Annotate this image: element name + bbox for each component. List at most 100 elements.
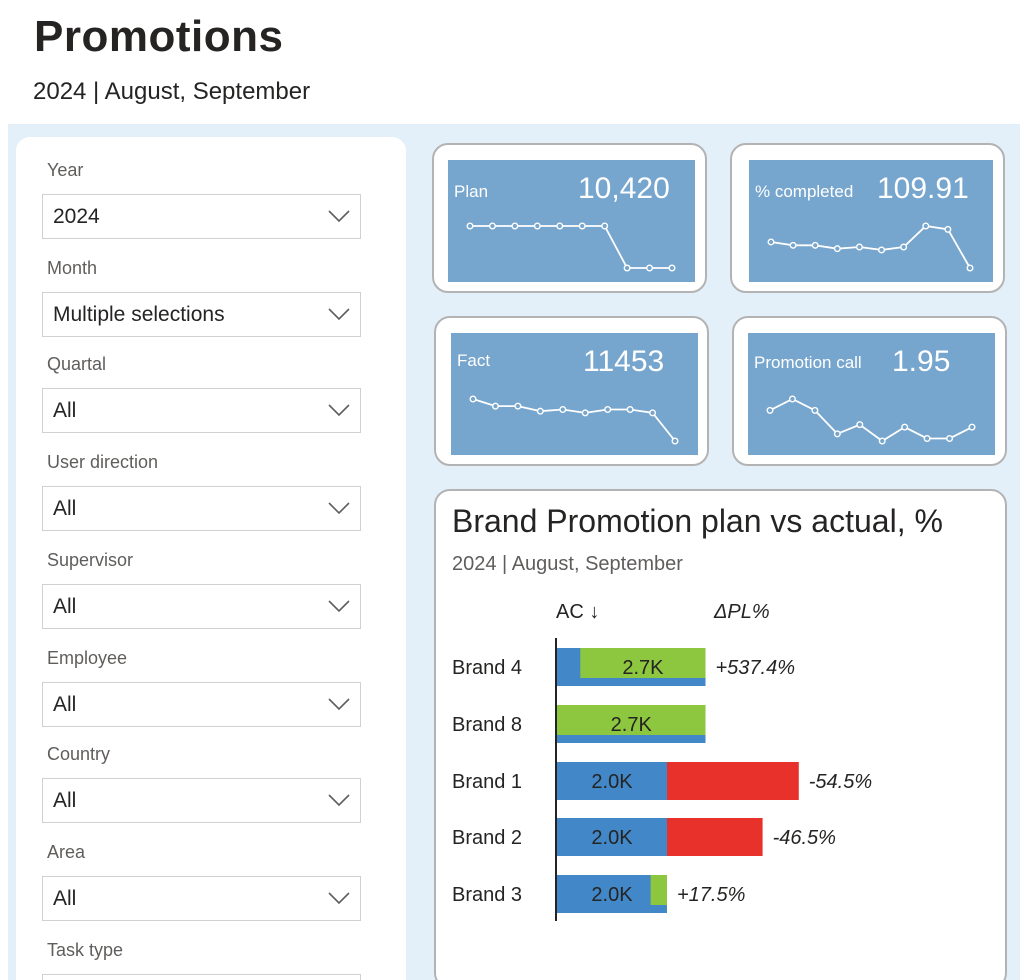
kpi-label: Plan xyxy=(454,182,489,201)
filter-dropdown-area[interactable]: All xyxy=(42,876,361,921)
kpi-card-completed[interactable]: % completed 109.91 xyxy=(730,143,1005,293)
sparkline-point xyxy=(833,245,841,253)
sparkline-point xyxy=(556,222,564,230)
filter-label-supervisor: Supervisor xyxy=(47,550,134,570)
filter-dropdown-country[interactable]: All xyxy=(42,778,361,823)
dropdown-value: All xyxy=(53,399,77,422)
sparkline xyxy=(469,395,679,445)
kpi-label: % completed xyxy=(755,182,854,201)
chart-title: Brand Promotion plan vs actual, % xyxy=(452,503,943,539)
chevron-down-icon xyxy=(328,210,350,223)
kpi-value: 10,420 xyxy=(578,172,670,205)
kpi-tile-completed: % completed 109.91 xyxy=(749,160,993,282)
category-label: Brand 4 xyxy=(452,657,522,679)
sparkline-point xyxy=(878,437,886,445)
data-label: 2.0K xyxy=(591,771,633,793)
chevron-down-icon xyxy=(328,698,350,711)
category-label: Brand 3 xyxy=(452,884,522,906)
delta-pl-label: -54.5% xyxy=(809,771,872,793)
page-subtitle: 2024 | August, September xyxy=(33,78,311,105)
data-label: 2.7K xyxy=(611,714,653,736)
sparkline-point xyxy=(488,222,496,230)
category-label: Brand 1 xyxy=(452,771,522,793)
sparkline-point xyxy=(469,395,477,403)
sparkline-point xyxy=(833,430,841,438)
chevron-down-icon xyxy=(328,308,350,321)
sparkline-point xyxy=(671,437,679,445)
sparkline-point xyxy=(649,409,657,417)
dropdown-value: All xyxy=(53,595,77,618)
brand-chart-card: Brand Promotion plan vs actual, % 2024 |… xyxy=(434,489,1007,980)
kpi-value: 11453 xyxy=(583,345,665,378)
sparkline-point xyxy=(767,238,775,246)
sparkline-point xyxy=(623,264,631,272)
filter-label-month: Month xyxy=(47,258,98,278)
kpi-card-fact[interactable]: Fact 11453 xyxy=(434,316,709,466)
variance-bar-negative xyxy=(667,762,799,800)
variance-bar-positive xyxy=(557,705,706,735)
chevron-down-icon xyxy=(328,502,350,515)
filter-dropdown-supervisor[interactable]: All xyxy=(42,584,361,629)
dropdown-value: All xyxy=(53,497,77,520)
sparkline-point xyxy=(511,222,519,230)
sparkline-point xyxy=(491,402,499,410)
brand-bar-chart: Brand 4 2.7K +537.4% Brand 8 2.7K Brand 1 2.0K… xyxy=(452,638,872,921)
category-label: Brand 8 xyxy=(452,714,522,736)
delta-pl-label: +537.4% xyxy=(716,657,796,679)
sparkline-point xyxy=(811,406,819,414)
filter-dropdown-employee[interactable]: All xyxy=(42,682,361,727)
sparkline-point xyxy=(856,421,864,429)
actual-bar xyxy=(557,818,667,856)
filter-label-country: Country xyxy=(47,744,111,764)
dropdown-value: All xyxy=(53,789,77,812)
filter-label-employee: Employee xyxy=(47,648,128,668)
filter-dropdown-year[interactable]: 2024 xyxy=(42,194,361,239)
kpi-value: 1.95 xyxy=(892,345,951,378)
sparkline-point xyxy=(581,409,589,417)
sparkline-point xyxy=(944,225,952,233)
kpi-label: Fact xyxy=(457,351,491,370)
kpi-value: 109.91 xyxy=(877,172,969,205)
column-header-ac[interactable]: AC ↓ xyxy=(556,601,600,623)
sparkline xyxy=(767,222,974,272)
sparkline-point xyxy=(533,222,541,230)
sparkline-point xyxy=(968,423,976,431)
chevron-down-icon xyxy=(328,600,350,613)
sparkline-point xyxy=(878,246,886,254)
kpi-tile-promotion-call: Promotion call 1.95 xyxy=(748,333,995,455)
sparkline xyxy=(766,395,976,445)
dropdown-value: All xyxy=(53,887,77,910)
sparkline-point xyxy=(901,423,909,431)
sparkline-point xyxy=(966,264,974,272)
sparkline-point xyxy=(646,264,654,272)
delta-pl-label: -46.5% xyxy=(773,827,836,849)
sparkline-point xyxy=(766,406,774,414)
filter-dropdown-month[interactable]: Multiple selections xyxy=(42,292,361,337)
filter-panel xyxy=(16,137,406,980)
kpi-card-promotion-call[interactable]: Promotion call 1.95 xyxy=(732,316,1007,466)
variance-bar-positive xyxy=(650,875,667,905)
data-label: 2.7K xyxy=(622,657,664,679)
kpi-tile-plan: Plan 10,420 xyxy=(448,160,695,282)
filter-dropdown-user-direction[interactable]: All xyxy=(42,486,361,531)
sparkline-point xyxy=(668,264,676,272)
sparkline-point xyxy=(811,241,819,249)
sparkline-line xyxy=(770,225,971,269)
filter-label-task-type: Task type xyxy=(47,940,124,960)
kpi-tile-fact: Fact 11453 xyxy=(451,333,698,455)
sparkline-point xyxy=(578,222,586,230)
column-header-delta-pl: ΔPL% xyxy=(714,601,770,623)
sparkline-point xyxy=(900,243,908,251)
chart-subtitle: 2024 | August, September xyxy=(452,553,683,575)
category-label: Brand 2 xyxy=(452,827,522,849)
dropdown-value: All xyxy=(53,693,77,716)
sparkline-point xyxy=(466,222,474,230)
data-label: 2.0K xyxy=(591,884,633,906)
filter-dropdown-task-type[interactable] xyxy=(42,974,361,980)
variance-bar-positive xyxy=(580,648,706,678)
page-title: Promotions xyxy=(34,12,284,61)
filter-dropdown-quartal[interactable]: All xyxy=(42,388,361,433)
sparkline-line xyxy=(470,225,672,269)
kpi-card-plan[interactable]: Plan 10,420 xyxy=(432,143,707,293)
filter-label-quartal: Quartal xyxy=(47,354,107,374)
